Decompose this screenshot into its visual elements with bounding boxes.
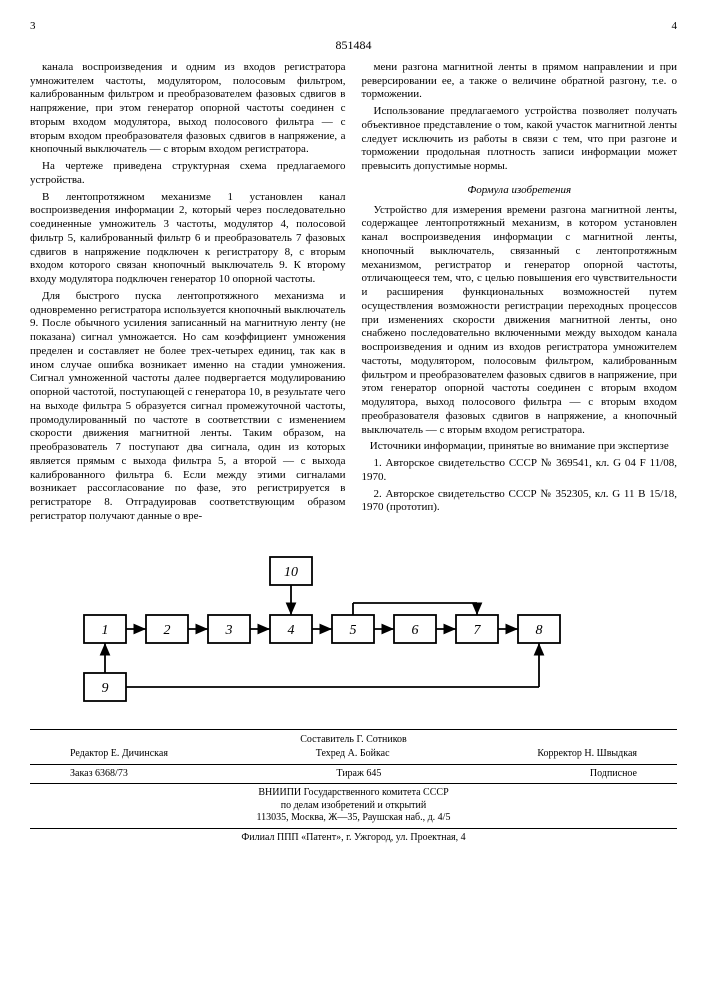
footer-sub: Подписное [590, 768, 637, 781]
svg-text:6: 6 [411, 623, 418, 638]
footer-tech: Техред А. Бойкас [316, 748, 390, 761]
footer-row: Составитель Г. Сотников [30, 734, 677, 747]
svg-text:9: 9 [101, 681, 108, 696]
svg-text:8: 8 [535, 623, 542, 638]
left-column: канала воспроизведения и одним из входов… [30, 61, 346, 527]
svg-text:5: 5 [349, 623, 356, 638]
paragraph: мени разгона магнитной ленты в прямом на… [362, 61, 678, 102]
footer-org: по делам изобретений и открытий [30, 800, 677, 813]
svg-text:1: 1 [101, 623, 108, 638]
paragraph: Для быстрого пуска лентопротяжного механ… [30, 290, 346, 524]
source-item: 2. Авторское свидетельство СССР № 352305… [362, 488, 678, 516]
document-number: 851484 [30, 38, 677, 53]
sources-title: Источники информации, принятые во вниман… [362, 440, 678, 454]
page-numbers: 3 4 [30, 20, 677, 34]
footer-corrector: Корректор Н. Швыдкая [537, 748, 637, 761]
formula-title: Формула изобретения [362, 184, 678, 198]
footer-org: 113035, Москва, Ж—35, Раушская наб., д. … [30, 812, 677, 825]
footer: Составитель Г. Сотников Редактор Е. Дичи… [30, 729, 677, 845]
paragraph: На чертеже приведена структурная схема п… [30, 160, 346, 188]
footer-row: Заказ 6368/73 Тираж 645 Подписное [30, 768, 677, 781]
paragraph: Использование предлагаемого устройства п… [362, 105, 678, 174]
footer-org: ВНИИПИ Государственного комитета СССР [30, 787, 677, 800]
footer-tirage: Тираж 645 [336, 768, 381, 781]
right-column: мени разгона магнитной ленты в прямом на… [362, 61, 678, 527]
svg-text:2: 2 [163, 623, 170, 638]
footer-org: Филиал ППП «Патент», г. Ужгород, ул. Про… [30, 832, 677, 845]
footer-editor: Редактор Е. Дичинская [70, 748, 168, 761]
source-item: 1. Авторское свидетельство СССР № 369541… [362, 457, 678, 485]
footer-composer: Составитель Г. Сотников [300, 734, 407, 747]
paragraph: В лентопротяжном механизме 1 установлен … [30, 191, 346, 287]
svg-text:3: 3 [224, 623, 232, 638]
svg-text:10: 10 [284, 565, 298, 580]
page-right: 4 [672, 20, 678, 34]
footer-order: Заказ 6368/73 [70, 768, 128, 781]
text-columns: канала воспроизведения и одним из входов… [30, 61, 677, 527]
block-diagram: 1 2 3 4 5 6 7 8 9 10 [74, 545, 634, 715]
svg-text:4: 4 [287, 623, 294, 638]
paragraph: канала воспроизведения и одним из входов… [30, 61, 346, 157]
svg-text:7: 7 [473, 623, 481, 638]
page-left: 3 [30, 20, 36, 34]
footer-row: Редактор Е. Дичинская Техред А. Бойкас К… [30, 748, 677, 761]
paragraph: Устройство для измерения времени разгона… [362, 204, 678, 438]
